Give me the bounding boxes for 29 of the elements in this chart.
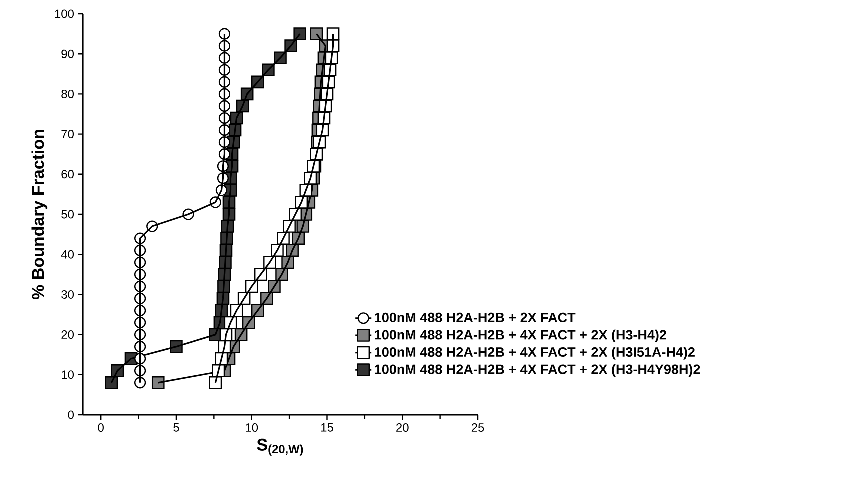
y-tick-label: 80 bbox=[62, 90, 74, 98]
y-tick-label: 60 bbox=[62, 170, 74, 179]
x-axis-title: S$_{(20,W)}$ bbox=[257, 438, 304, 456]
y-tick-label: 100 bbox=[55, 10, 74, 18]
y-tick-label: 90 bbox=[62, 50, 74, 58]
legend-label: 100nM 488 H2A-H2B + 4X FACT + 2X (H3I51A-H4)2 bbox=[375, 347, 695, 360]
point bbox=[105, 376, 118, 390]
point bbox=[218, 28, 231, 40]
y-tick-label: 40 bbox=[61, 250, 74, 259]
y-tick-label: 20 bbox=[62, 330, 74, 340]
x-tick-label: 0 bbox=[98, 424, 104, 432]
x-tick-label: 25 bbox=[472, 424, 484, 432]
legend-label: 100nM 488 H2A-H2B + 2X FACT bbox=[375, 312, 576, 322]
point bbox=[294, 28, 307, 40]
point bbox=[310, 28, 324, 40]
point bbox=[152, 376, 165, 390]
point bbox=[134, 377, 146, 389]
x-tick-label: 10 bbox=[246, 424, 258, 432]
x-tick-label: 20 bbox=[396, 424, 409, 432]
y-tick-label: 50 bbox=[62, 210, 74, 219]
y-tick-label: 70 bbox=[62, 130, 74, 139]
legend-label: 100nM 488 H2A-H2B + 4X FACT + 2X (H3-H4Y98H)2 bbox=[375, 364, 700, 378]
y-tick-label: 0 bbox=[68, 410, 74, 420]
x-tick-label: 15 bbox=[321, 424, 334, 432]
x-tick-label: 5 bbox=[174, 424, 180, 432]
legend-label: 100nM 488 H2A-H2B + 4X FACT + 2X (H3-H4)2 bbox=[375, 330, 666, 342]
y-axis-title: % Boundary Fraction bbox=[32, 130, 48, 300]
y-tick-label: 10 bbox=[62, 370, 74, 380]
y-tick-label: 30 bbox=[62, 290, 74, 299]
